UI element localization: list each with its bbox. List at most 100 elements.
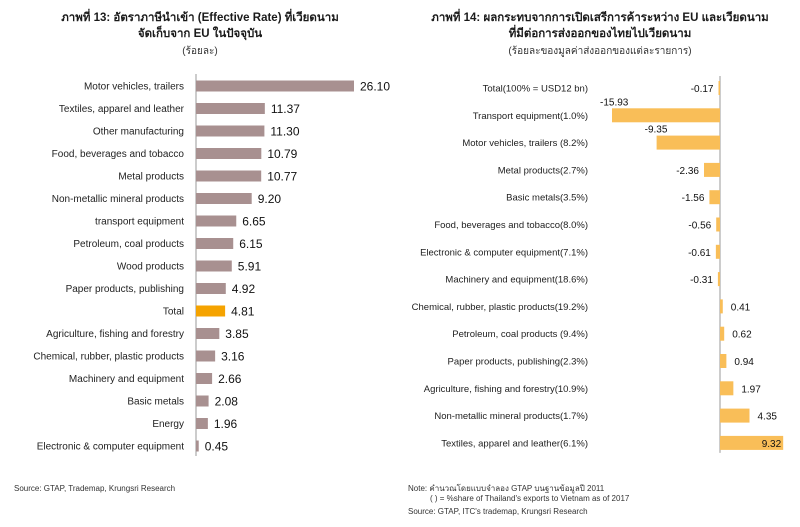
- left-category-label: Wood products: [117, 262, 184, 273]
- left-bar: [196, 238, 234, 249]
- right-value-label: 0.62: [732, 330, 752, 341]
- right-value-label: 1.97: [741, 384, 761, 395]
- right-category-label: Chemical, rubber, plastic products(19.2%…: [412, 302, 588, 313]
- right-category-label: Machinery and equipment(18.6%): [445, 275, 588, 286]
- right-bar: [720, 435, 784, 450]
- left-bar: [196, 193, 252, 204]
- right-chart-subtitle: (ร้อยละของมูลค่าส่งออกของแต่ละรายการ): [508, 46, 692, 57]
- right-category-label: Motor vehicles, trailers (8.2%): [462, 138, 588, 149]
- right-category-label: Non-metallic mineral products(1.7%): [434, 411, 588, 422]
- left-value-label: 10.77: [267, 170, 297, 184]
- left-bar: [196, 395, 209, 407]
- right-category-label: Electronic & computer equipment(7.1%): [420, 247, 588, 258]
- right-bar: [717, 272, 720, 287]
- left-bar: [196, 283, 226, 294]
- left-chart-panel: ภาพที่ 13: อัตราภาษีนำเข้า (Effective Ra…: [14, 12, 390, 493]
- left-category-label: Total: [163, 307, 184, 318]
- left-category-label: Food, beverages and tobacco: [52, 149, 185, 160]
- left-bar: [196, 350, 216, 362]
- left-bar: [196, 260, 232, 272]
- left-category-label: Other manufacturing: [93, 127, 184, 138]
- right-bar: [709, 190, 720, 205]
- left-category-label: Petroleum, coal products: [73, 239, 184, 250]
- left-bar: [196, 440, 199, 452]
- left-bar: [196, 373, 213, 384]
- left-chart-title: ภาพที่ 13: อัตราภาษีนำเข้า (Effective Ra…: [61, 12, 339, 24]
- left-category-label: Motor vehicles, trailers: [84, 82, 184, 93]
- right-value-label: 9.32: [762, 439, 782, 450]
- left-value-label: 6.15: [239, 237, 263, 251]
- right-bar-chart: Total(100% = USD12 bn) -0.17 Transport equ…: [412, 76, 784, 453]
- left-value-label: 3.85: [225, 327, 249, 341]
- left-value-label: 10.79: [267, 147, 297, 161]
- right-chart-note: Note: คำนวณโดยแบบจำลอง GTAP บนฐานข้อมูลป…: [408, 484, 605, 493]
- right-category-label: Textiles, apparel and leather(6.1%): [441, 438, 588, 449]
- left-bar: [196, 170, 262, 182]
- right-bar: [720, 326, 725, 341]
- left-chart-title-line2: จัดเก็บจาก EU ในปัจจุบัน: [137, 28, 263, 40]
- right-bar: [720, 354, 727, 368]
- right-value-label: -2.36: [676, 166, 699, 177]
- right-chart-title-line2: ที่มีต่อการส่งออกของไทยไปเวียดนาม: [508, 28, 692, 40]
- right-value-label: -0.61: [688, 248, 711, 259]
- left-value-label: 3.16: [221, 350, 245, 364]
- right-chart-panel: ภาพที่ 14: ผลกระทบจากการเปิดเสรีการค้าระ…: [400, 0, 800, 527]
- right-value-label: -15.93: [600, 97, 629, 108]
- left-bar: [196, 418, 208, 429]
- right-bar: [716, 217, 720, 232]
- left-category-label: Basic metals: [127, 397, 184, 408]
- left-value-label: 11.30: [270, 125, 299, 139]
- right-value-label: 0.94: [734, 357, 754, 368]
- left-category-label: Machinery and equipment: [69, 374, 184, 385]
- right-category-label: Petroleum, coal products (9.4%): [452, 329, 588, 340]
- left-bar: [196, 125, 265, 137]
- left-bar: [196, 328, 220, 339]
- left-value-label: 2.08: [215, 395, 239, 409]
- left-chart-source: Source: GTAP, Trademap, Krungsri Researc…: [14, 484, 176, 493]
- right-category-label: Transport equipment(1.0%): [473, 111, 588, 122]
- right-category-label: Agriculture, fishing and forestry(10.9%): [424, 384, 588, 395]
- left-value-label: 2.66: [218, 372, 242, 386]
- left-value-label: 9.20: [258, 192, 282, 206]
- left-value-label: 11.37: [271, 102, 300, 116]
- left-value-label: 4.92: [232, 282, 256, 296]
- right-category-label: Food, beverages and tobacco(8.0%): [434, 220, 588, 231]
- right-value-label: -0.56: [688, 221, 711, 232]
- left-chart-subtitle: (ร้อยละ): [182, 46, 218, 57]
- right-value-label: -1.56: [682, 193, 705, 204]
- right-value-label: -0.31: [690, 275, 713, 286]
- left-value-label: 4.81: [231, 305, 255, 319]
- left-bar: [196, 215, 237, 227]
- right-bar: [715, 244, 720, 259]
- left-category-label: Chemical, rubber, plastic products: [33, 352, 184, 363]
- right-bar: [720, 381, 734, 396]
- right-chart-note-share: ( ) = %share of Thailand's exports to Vi…: [430, 494, 630, 503]
- left-value-label: 6.65: [242, 215, 266, 229]
- left-category-label: Textiles, apparel and leather: [59, 104, 185, 115]
- left-value-label: 1.96: [214, 417, 238, 431]
- right-value-label: 4.35: [757, 412, 777, 423]
- right-category-label: Basic metals(3.5%): [506, 193, 588, 204]
- right-value-label: -9.35: [645, 125, 668, 136]
- left-value-label: 26.10: [360, 80, 390, 94]
- right-bar: [718, 81, 720, 95]
- left-category-label: Electronic & computer equipment: [37, 442, 185, 453]
- left-category-label: Non-metallic mineral products: [52, 194, 184, 205]
- left-value-label: 0.45: [205, 440, 229, 454]
- left-bar: [196, 80, 354, 92]
- left-bar-chart: Motor vehicles, trailers 26.10 Textiles, a…: [33, 74, 390, 456]
- left-category-label: Agriculture, fishing and forestry: [46, 329, 184, 340]
- right-chart-title: ภาพที่ 14: ผลกระทบจากการเปิดเสรีการค้าระ…: [431, 12, 769, 24]
- left-value-label: 5.91: [238, 260, 262, 274]
- right-bar: [704, 162, 720, 177]
- left-bar-total: [196, 305, 226, 317]
- left-category-label: Paper products, publishing: [66, 284, 184, 295]
- right-bar: [656, 135, 720, 150]
- left-category-label: Metal products: [118, 172, 184, 183]
- right-bar: [720, 408, 750, 423]
- right-category-label: Total(100% = USD12 bn): [483, 84, 588, 95]
- left-bar: [196, 103, 265, 114]
- right-chart-source: Source: GTAP, ITC's trademap, Krungsri R…: [408, 507, 588, 516]
- right-bar: [720, 299, 723, 314]
- right-value-label: -0.17: [691, 84, 714, 95]
